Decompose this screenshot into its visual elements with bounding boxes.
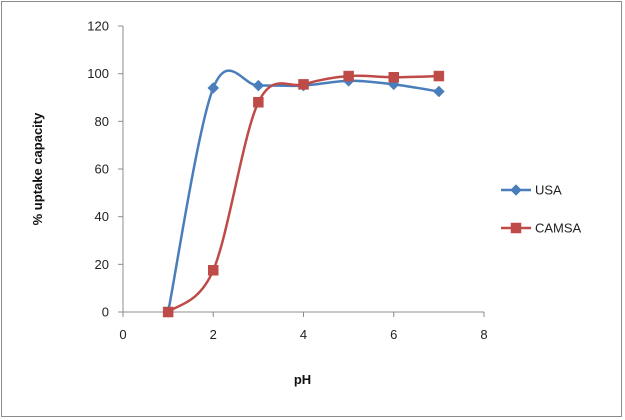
series-line-usa xyxy=(166,69,440,313)
data-point-camsa xyxy=(388,71,399,83)
x-tick-label: 4 xyxy=(300,327,307,342)
y-ticks: 0 20 40 60 80 100 120 xyxy=(87,19,123,320)
series-line-camsa xyxy=(167,74,439,314)
data-point-usa xyxy=(433,85,445,98)
data-point-camsa xyxy=(208,265,219,276)
y-tick-label: 60 xyxy=(95,162,109,177)
data-point-camsa xyxy=(343,70,354,82)
y-tick-label: 100 xyxy=(87,66,109,81)
y-tick-label: 40 xyxy=(95,209,109,224)
x-tick-label: 6 xyxy=(390,327,397,342)
legend-label-usa: USA xyxy=(535,183,562,198)
x-tick-label: 8 xyxy=(480,327,487,342)
y-tick-label: 80 xyxy=(95,114,109,129)
x-tick-label: 2 xyxy=(210,327,217,342)
axes xyxy=(122,26,484,313)
legend-marker-usa xyxy=(510,184,522,196)
legend-label-camsa: CAMSA xyxy=(535,221,582,236)
x-tick-label: 0 xyxy=(119,327,126,342)
data-point-usa xyxy=(207,82,220,94)
data-point-camsa xyxy=(253,97,264,108)
legend: USA CAMSA xyxy=(501,183,582,236)
y-tick-label: 0 xyxy=(102,305,109,320)
y-tick-label: 20 xyxy=(95,257,109,272)
data-point-camsa xyxy=(433,70,445,82)
data-point-camsa xyxy=(298,79,309,90)
x-axis-title: pH xyxy=(294,372,311,387)
data-point-camsa xyxy=(162,306,174,318)
series-lines xyxy=(166,69,440,314)
x-ticks: 0 2 4 6 8 xyxy=(119,312,488,342)
series-markers xyxy=(162,70,445,318)
y-axis-title: % uptake capacity xyxy=(30,112,45,225)
y-tick-label: 120 xyxy=(87,19,109,34)
data-point-usa xyxy=(252,79,265,92)
legend-marker-camsa xyxy=(510,222,522,234)
